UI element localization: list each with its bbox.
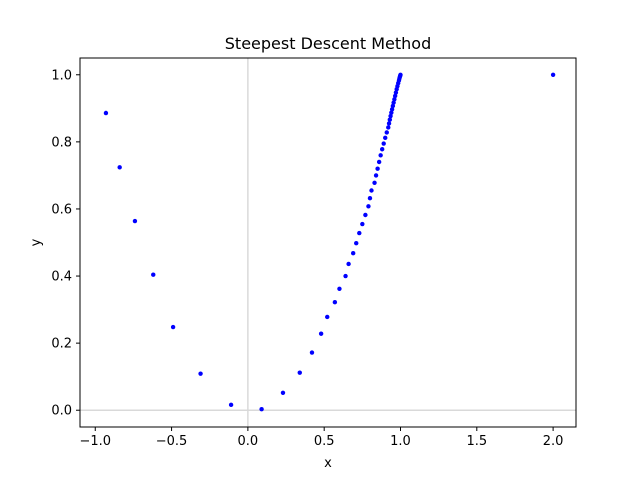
data-point <box>103 110 109 116</box>
data-point <box>375 166 380 171</box>
plot-area <box>80 58 576 427</box>
data-point <box>388 113 393 119</box>
data-point <box>360 221 365 227</box>
data-point <box>343 273 348 279</box>
data-point <box>379 147 385 152</box>
data-point <box>372 180 377 185</box>
data-point <box>367 196 373 201</box>
data-point <box>366 204 371 209</box>
y-tick-label: 0.8 <box>51 135 72 150</box>
data-point <box>381 141 386 146</box>
data-point <box>373 173 379 178</box>
y-axis-ticks: 0.0 0.2 0.4 0.6 0.8 1.0 <box>51 68 80 419</box>
data-point <box>378 153 383 158</box>
y-axis-label: y <box>29 238 44 246</box>
data-point <box>354 240 359 246</box>
data-point <box>369 188 374 193</box>
x-tick-label: −1.0 <box>79 434 111 449</box>
data-point <box>259 407 264 412</box>
data-point <box>170 324 176 330</box>
x-tick-label: 0.0 <box>238 434 259 449</box>
data-point <box>392 93 398 99</box>
data-point <box>387 117 393 122</box>
data-points <box>103 72 556 412</box>
data-point <box>376 159 382 165</box>
data-point <box>357 230 362 236</box>
x-tick-label: 2.0 <box>543 434 564 449</box>
data-point <box>550 72 556 77</box>
y-tick-label: 1.0 <box>51 68 72 83</box>
chart-title: Steepest Descent Method <box>225 34 431 53</box>
x-tick-label: 1.0 <box>390 434 411 449</box>
data-point <box>386 121 392 126</box>
data-point <box>346 261 351 267</box>
data-point <box>151 272 156 277</box>
data-point <box>132 218 138 224</box>
data-point <box>384 130 389 135</box>
data-point <box>383 135 388 141</box>
data-point <box>332 300 338 305</box>
data-point <box>392 97 397 102</box>
y-tick-label: 0.2 <box>51 337 72 352</box>
y-tick-label: 0.0 <box>51 404 72 419</box>
data-point <box>386 125 391 130</box>
data-point <box>325 314 330 320</box>
data-point <box>337 286 342 291</box>
data-point <box>280 390 286 395</box>
data-point <box>198 371 203 376</box>
data-point <box>297 370 302 375</box>
x-axis-label: x <box>324 456 332 471</box>
axes-frame <box>79 57 577 428</box>
data-point <box>391 100 396 105</box>
data-point <box>228 402 234 408</box>
data-point <box>393 90 399 95</box>
data-point <box>309 350 315 355</box>
data-point <box>318 331 324 336</box>
data-point <box>363 212 368 218</box>
x-tick-label: −0.5 <box>156 434 188 449</box>
data-point <box>390 103 396 109</box>
data-point <box>117 165 122 170</box>
y-tick-label: 0.6 <box>51 202 72 217</box>
data-point <box>350 251 356 256</box>
data-point <box>398 72 403 77</box>
data-point <box>389 110 394 115</box>
data-point <box>389 107 395 112</box>
x-tick-label: 0.5 <box>314 434 335 449</box>
y-tick-label: 0.4 <box>51 270 72 285</box>
x-tick-label: 1.5 <box>466 434 487 449</box>
x-axis-ticks: −1.0 −0.5 0.0 0.5 1.0 1.5 2.0 <box>79 427 563 449</box>
